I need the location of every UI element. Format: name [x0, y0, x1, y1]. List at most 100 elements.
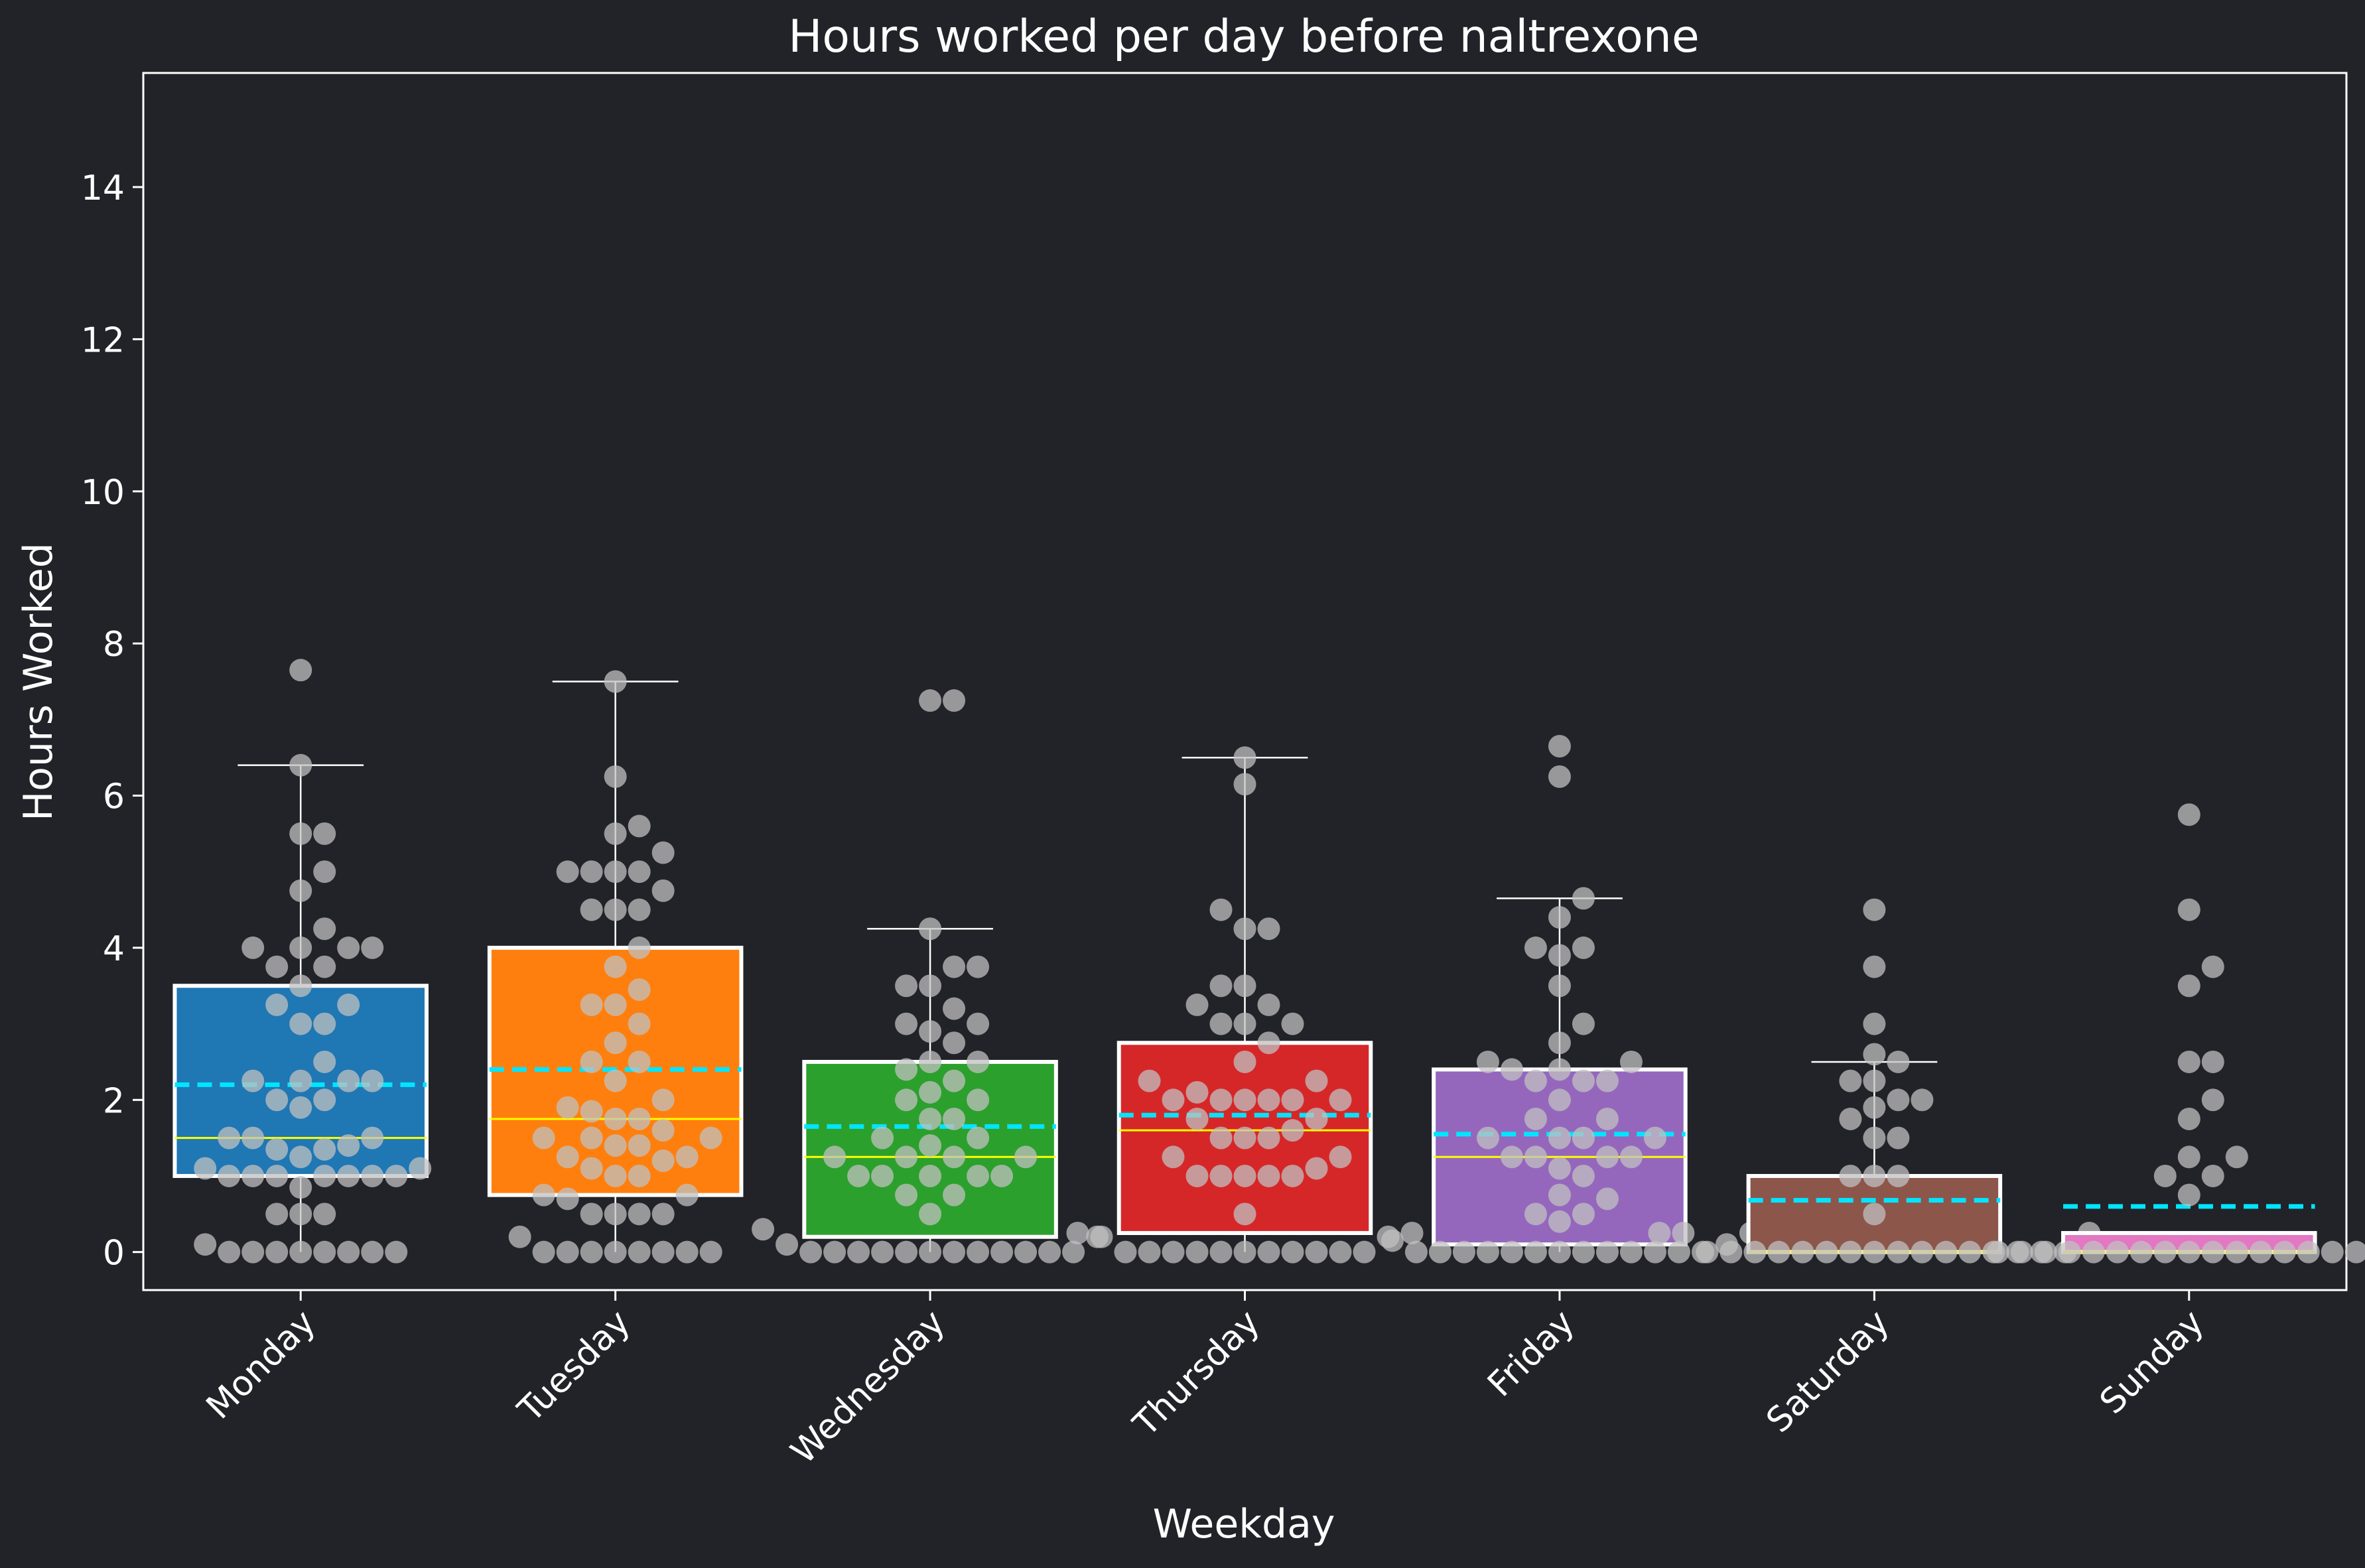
data-point	[1500, 1058, 1523, 1081]
data-point	[265, 955, 289, 978]
data-point	[919, 917, 942, 941]
data-point	[289, 1096, 312, 1119]
data-point	[1524, 936, 1547, 959]
data-point	[2177, 1107, 2200, 1130]
data-point	[2201, 1050, 2224, 1073]
data-point	[1696, 1240, 1719, 1264]
data-point	[2225, 1240, 2248, 1264]
data-point	[1404, 1240, 1428, 1264]
data-point	[337, 1069, 360, 1092]
data-point	[871, 1240, 894, 1264]
data-point	[699, 1126, 722, 1149]
data-point	[1138, 1240, 1161, 1264]
data-point	[1986, 1240, 2009, 1264]
data-point	[1062, 1240, 1085, 1264]
data-point	[313, 1203, 336, 1226]
data-point	[776, 1233, 799, 1256]
data-point	[919, 1240, 942, 1264]
data-point	[1185, 1240, 1209, 1264]
data-point	[532, 1183, 555, 1207]
data-point	[1548, 906, 1571, 929]
data-point	[361, 936, 384, 959]
y-tick-label: 2	[103, 1081, 125, 1121]
data-point	[2058, 1240, 2081, 1264]
box-group-thursday	[1066, 746, 1424, 1264]
data-point	[2201, 1088, 2224, 1112]
data-point	[943, 1145, 966, 1169]
data-point	[313, 860, 336, 883]
data-point	[1839, 1107, 1862, 1130]
data-point	[1281, 1088, 1304, 1112]
data-point	[604, 822, 627, 845]
data-point	[580, 1157, 603, 1180]
data-point	[1548, 1088, 1571, 1112]
data-point	[675, 1240, 699, 1264]
data-point	[1595, 1240, 1619, 1264]
data-point	[1643, 1240, 1666, 1264]
data-point	[1863, 1096, 1886, 1119]
data-point	[1839, 1069, 1862, 1092]
data-point	[1548, 734, 1571, 757]
data-point	[1305, 1157, 1328, 1180]
data-point	[361, 1240, 384, 1264]
data-point	[241, 1069, 265, 1092]
data-point	[1233, 1164, 1256, 1187]
data-point	[1524, 1107, 1547, 1130]
data-point	[1863, 1043, 1886, 1066]
data-point	[847, 1164, 870, 1187]
data-point	[265, 1203, 289, 1226]
data-point	[919, 1107, 942, 1130]
data-point	[1209, 1012, 1233, 1035]
data-point	[943, 1069, 966, 1092]
data-point	[289, 753, 312, 777]
data-point	[1014, 1240, 1038, 1264]
data-point	[2034, 1240, 2057, 1264]
data-point	[604, 1164, 627, 1187]
data-point	[241, 936, 265, 959]
y-axis: 0 2 4 6 8 10 12 14	[81, 168, 143, 1274]
data-point	[1500, 1240, 1523, 1264]
data-point	[1958, 1240, 1982, 1264]
data-point	[1572, 1069, 1595, 1092]
data-point	[1038, 1240, 1061, 1264]
y-tick-label: 4	[103, 929, 125, 969]
data-point	[361, 1069, 384, 1092]
data-point	[337, 1164, 360, 1187]
data-point	[1281, 1012, 1304, 1035]
data-point	[895, 1183, 918, 1207]
data-point	[289, 879, 312, 902]
data-point	[2153, 1240, 2177, 1264]
data-point	[580, 993, 603, 1016]
data-point	[990, 1240, 1014, 1264]
data-point	[1400, 1221, 1424, 1244]
y-tick-label: 0	[103, 1234, 125, 1274]
box-group-monday	[172, 659, 432, 1264]
data-point	[1887, 1088, 1910, 1112]
data-point	[1572, 1203, 1595, 1226]
data-point	[895, 1145, 918, 1169]
data-point	[1281, 1240, 1304, 1264]
data-point	[1233, 1126, 1256, 1149]
data-point	[2177, 974, 2200, 998]
data-point	[919, 1020, 942, 1043]
data-point	[1548, 765, 1571, 788]
data-point	[580, 1100, 603, 1123]
y-axis-label: Hours Worked	[15, 543, 62, 821]
data-point	[313, 917, 336, 941]
data-point	[604, 670, 627, 693]
data-point	[675, 1183, 699, 1207]
data-point	[289, 974, 312, 998]
data-point	[508, 1225, 531, 1248]
data-point	[1667, 1240, 1690, 1264]
data-point	[289, 822, 312, 845]
data-point	[651, 1119, 675, 1142]
data-point	[651, 1149, 675, 1173]
data-point	[1548, 1240, 1571, 1264]
data-point	[604, 1069, 627, 1092]
data-point	[580, 1240, 603, 1264]
y-tick-label: 6	[103, 777, 125, 817]
data-point	[361, 1164, 384, 1187]
data-point	[1863, 1203, 1886, 1226]
